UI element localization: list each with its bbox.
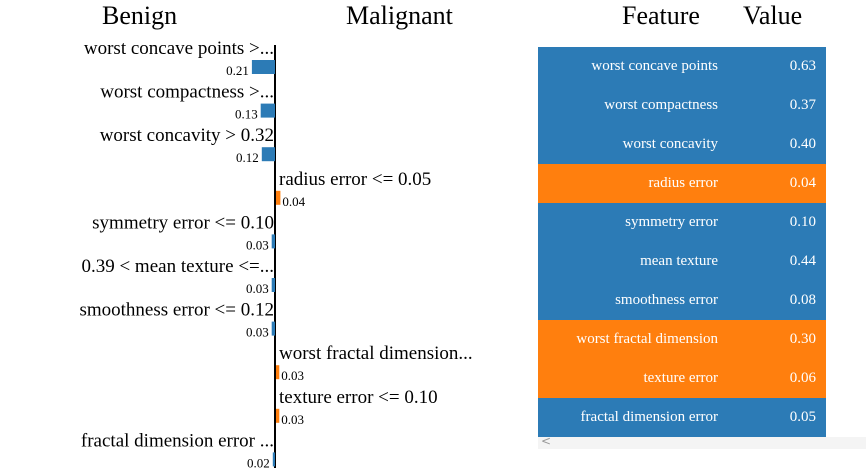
feature-value-cell: 0.05 — [789, 409, 816, 425]
table-row: mean texture 0.44 — [538, 242, 826, 281]
bar-label-8: worst fractal dimension... — [279, 343, 473, 364]
bar-7 — [271, 321, 275, 336]
bar-6 — [271, 278, 275, 292]
table-row: worst concave points 0.63 — [538, 47, 826, 86]
bar-5 — [271, 234, 275, 249]
feature-value-cell: 0.44 — [789, 253, 816, 269]
table-row: worst fractal dimension 0.30 — [538, 320, 826, 359]
bar-value-7: 0.03 — [246, 325, 269, 340]
bar-label-7: smoothness error <= 0.12 — [79, 300, 274, 321]
benign-header: Benign — [102, 1, 178, 30]
explanation-bar-chart: worst concave points >... 0.21 worst compa… — [79, 38, 473, 470]
scroll-left-arrow-icon[interactable]: < — [541, 434, 552, 448]
feature-column-header: Feature — [622, 1, 700, 30]
bar-label-5: symmetry error <= 0.10 — [92, 212, 274, 233]
feature-value-cell: 0.63 — [789, 58, 816, 74]
bar-label-6: 0.39 < mean texture <=... — [81, 256, 274, 277]
bar-10 — [272, 452, 275, 467]
bar-value-8: 0.03 — [281, 368, 304, 383]
value-column-header: Value — [743, 1, 803, 30]
bar-value-5: 0.03 — [246, 237, 269, 252]
table-row: smoothness error 0.08 — [538, 281, 826, 320]
table-row: fractal dimension error 0.05 — [538, 398, 826, 437]
bar-label-1: worst concave points >... — [84, 38, 274, 59]
feature-value-cell: 0.40 — [789, 136, 816, 152]
feature-value-cell: 0.30 — [789, 331, 816, 347]
horizontal-scrollbar[interactable]: < — [538, 434, 866, 449]
feature-name-cell: symmetry error — [625, 214, 718, 230]
table-row: texture error 0.06 — [538, 359, 826, 398]
bar-value-1: 0.21 — [226, 63, 249, 78]
feature-name-cell: worst compactness — [604, 97, 718, 113]
feature-value-cell: 0.08 — [789, 292, 816, 308]
malignant-header: Malignant — [346, 1, 453, 30]
feature-name-cell: fractal dimension error — [580, 409, 718, 425]
feature-value-cell: 0.10 — [789, 214, 816, 230]
feature-value-cell: 0.06 — [789, 370, 816, 386]
feature-name-cell: worst fractal dimension — [576, 331, 718, 347]
feature-name-cell: mean texture — [640, 253, 718, 269]
table-row: worst compactness 0.37 — [538, 86, 826, 125]
bar-value-3: 0.12 — [236, 150, 259, 165]
bar-4 — [276, 190, 281, 205]
feature-name-cell: smoothness error — [615, 292, 718, 308]
bar-8 — [276, 365, 280, 380]
feature-value-table: worst concave points 0.63 worst compactnes… — [538, 47, 826, 437]
bar-label-10: fractal dimension error ... — [81, 430, 274, 451]
bar-9 — [276, 408, 280, 423]
table-row: worst concavity 0.40 — [538, 125, 826, 164]
bar-label-9: texture error <= 0.10 — [279, 387, 438, 408]
feature-value-cell: 0.04 — [789, 175, 816, 191]
feature-name-cell: worst concave points — [591, 58, 718, 74]
feature-name-cell: worst concavity — [622, 136, 718, 152]
bar-value-2: 0.13 — [235, 107, 258, 122]
bar-label-2: worst compactness >... — [100, 82, 274, 103]
table-row: radius error 0.04 — [538, 164, 826, 203]
bar-label-4: radius error <= 0.05 — [279, 169, 431, 190]
feature-name-cell: texture error — [643, 370, 718, 386]
bar-2 — [260, 103, 275, 118]
bar-1 — [251, 60, 275, 74]
table-row: symmetry error 0.10 — [538, 203, 826, 242]
feature-name-cell: radius error — [648, 175, 718, 191]
bar-value-9: 0.03 — [281, 412, 304, 427]
bar-value-6: 0.03 — [246, 281, 269, 296]
bar-label-3: worst concavity > 0.32 — [100, 125, 274, 146]
bar-value-4: 0.04 — [282, 194, 305, 209]
bar-3 — [261, 147, 275, 162]
feature-value-cell: 0.37 — [789, 97, 816, 113]
bar-value-10: 0.02 — [247, 455, 270, 470]
